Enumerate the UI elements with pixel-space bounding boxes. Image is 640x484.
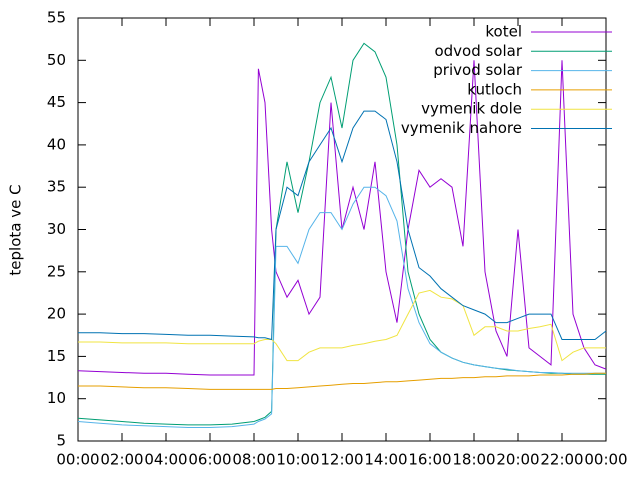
series-line [78, 372, 606, 390]
y-tick-label: 40 [47, 135, 66, 153]
series-line [78, 110, 607, 341]
y-tick-label: 55 [47, 9, 66, 27]
x-tick-label: 20:00 [496, 451, 539, 469]
legend-label: vymenik dole [421, 100, 522, 118]
series-line [77, 186, 606, 428]
y-axis-label: teplota ve C [7, 184, 25, 275]
x-tick-label: 08:00 [232, 451, 275, 469]
x-tick-label: 00:00 [56, 451, 99, 469]
x-tick-label: 10:00 [276, 451, 319, 469]
legend-label: privod solar [433, 61, 523, 79]
x-tick-label: 00:00 [584, 451, 627, 469]
y-tick-label: 45 [47, 93, 66, 111]
series-line [77, 60, 607, 376]
y-tick-label: 5 [56, 432, 66, 450]
x-tick-label: 12:00 [320, 451, 363, 469]
x-tick-label: 16:00 [408, 451, 451, 469]
series-line [77, 42, 606, 426]
y-tick-label: 35 [47, 178, 66, 196]
x-tick-label: 02:00 [100, 451, 143, 469]
y-tick-label: 25 [47, 262, 66, 280]
y-tick-label: 15 [47, 347, 66, 365]
y-tick-label: 10 [47, 389, 66, 407]
x-tick-label: 04:00 [144, 451, 187, 469]
y-tick-label: 30 [47, 220, 66, 238]
series-line [78, 289, 606, 362]
legend-label: odvod solar [434, 42, 522, 60]
x-tick-label: 22:00 [540, 451, 583, 469]
legend-label: vymenik nahore [401, 119, 522, 137]
legend-label: kotel [485, 23, 522, 41]
x-tick-label: 06:00 [188, 451, 231, 469]
legend-label: kutloch [467, 80, 522, 98]
y-tick-label: 50 [47, 51, 66, 69]
y-tick-label: 20 [47, 305, 66, 323]
x-tick-label: 18:00 [452, 451, 495, 469]
x-tick-label: 14:00 [364, 451, 407, 469]
